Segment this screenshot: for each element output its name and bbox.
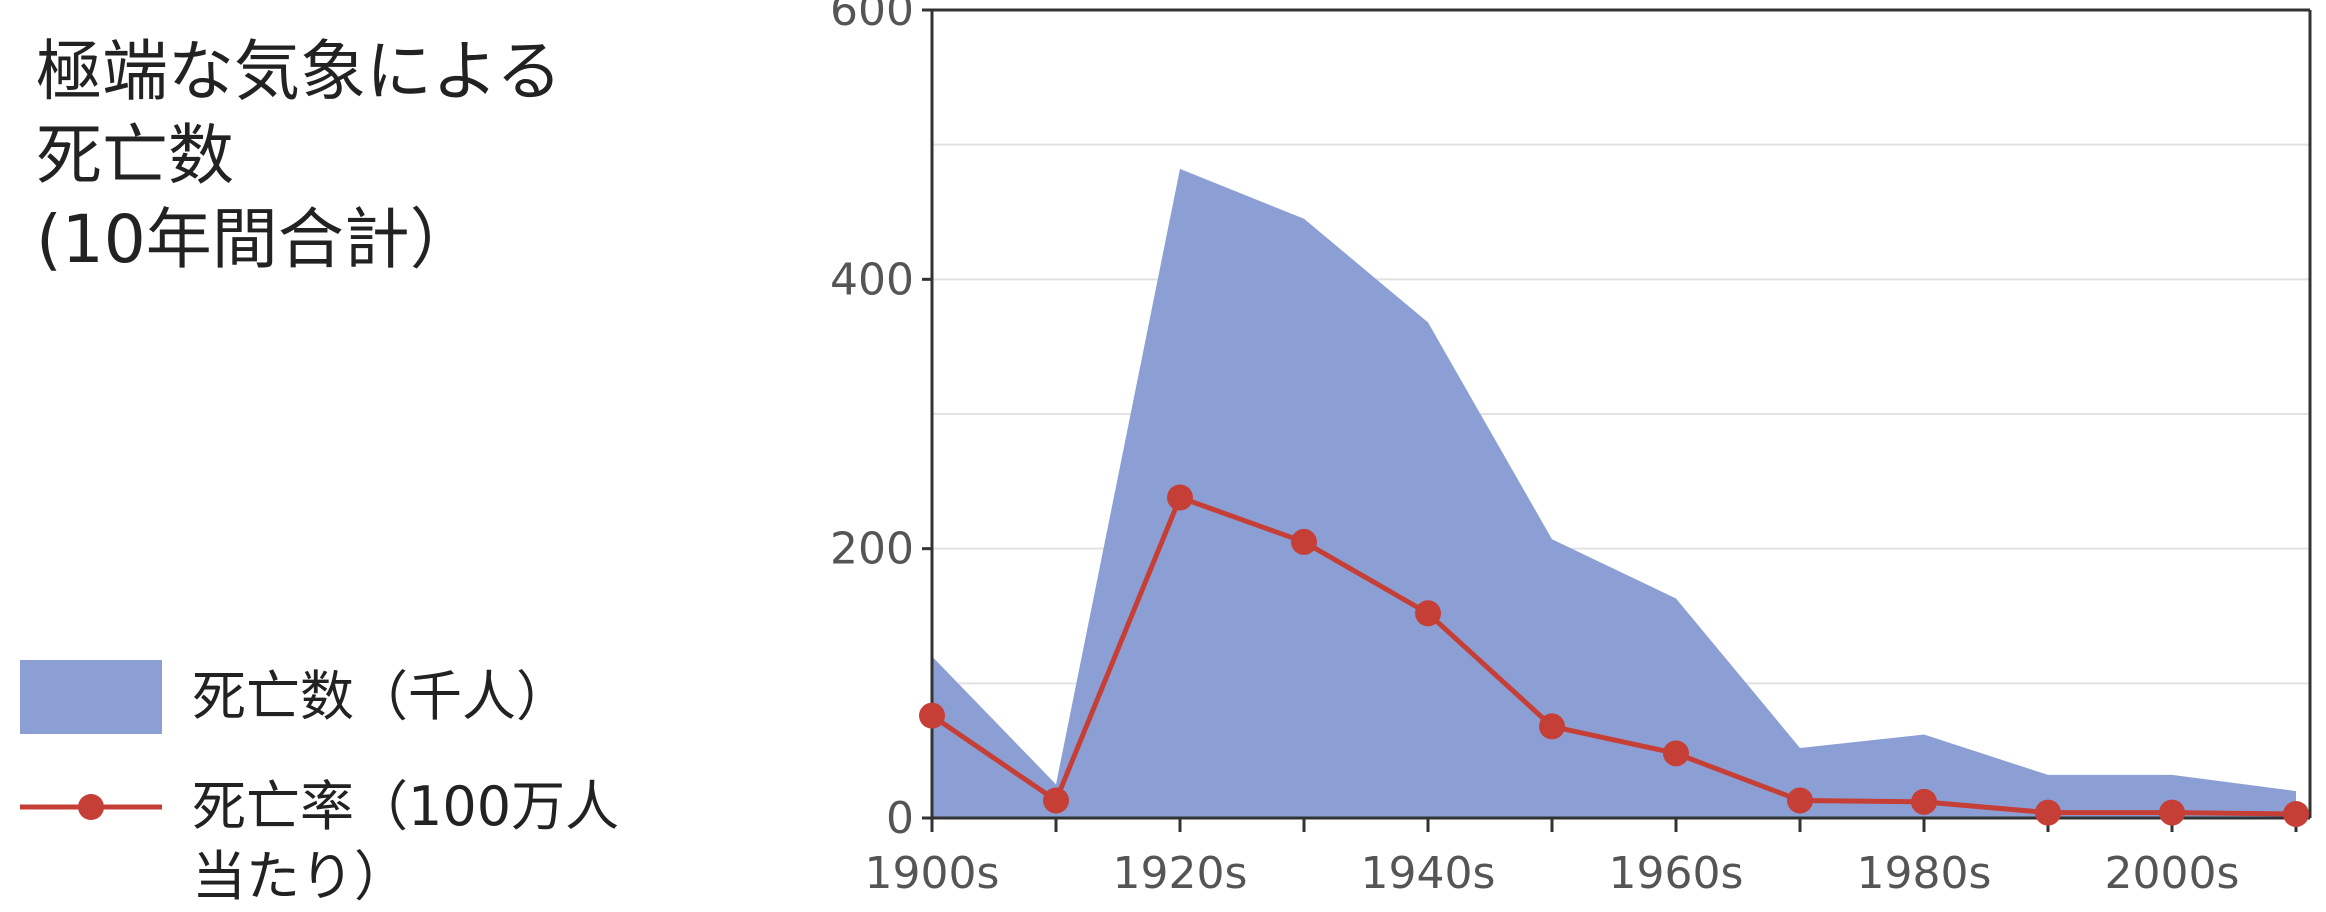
line-point	[1663, 740, 1689, 767]
x-tick-label: 1980s	[1857, 848, 1992, 899]
y-tick-label: 600	[830, 0, 914, 36]
chart-title-line-2: 死亡数	[36, 117, 234, 194]
line-series-death-rate	[930, 494, 2297, 817]
chart-title-line-3: (10年間合計）	[36, 201, 476, 278]
legend-line-label: 死亡率（100万人 当たり）	[192, 772, 619, 912]
line-point	[1167, 484, 1193, 511]
area-series-deaths	[932, 168, 2296, 818]
chart-title-line-1: 極端な気象による	[36, 33, 563, 110]
x-tick-label: 2000s	[2105, 848, 2240, 899]
line-point	[1291, 528, 1317, 555]
chart-title: 極端な気象による 死亡数 (10年間合計）	[36, 30, 562, 282]
line-point	[1787, 787, 1813, 814]
line-point	[2159, 799, 2185, 826]
legend-area-label: 死亡数（千人）	[192, 665, 570, 728]
y-tick-label: 0	[886, 793, 914, 844]
line-point	[919, 702, 945, 729]
line-point	[1911, 788, 1937, 815]
x-tick-label: 1920s	[1113, 848, 1248, 899]
legend-area-swatch	[20, 660, 162, 734]
y-tick-label: 200	[830, 524, 914, 575]
x-tick-label: 1900s	[865, 848, 1000, 899]
x-tick-label: 1940s	[1361, 848, 1496, 899]
line-point	[2283, 800, 2309, 827]
line-point	[2035, 799, 2061, 826]
line-point	[1043, 787, 1069, 814]
legend-line-swatch	[20, 794, 162, 820]
y-tick-label: 400	[830, 254, 914, 305]
legend-line-label-1: 死亡率（100万人	[192, 775, 620, 838]
legend-line-label-2: 当たり）	[192, 845, 408, 908]
line-point	[1539, 713, 1565, 740]
x-tick-label: 1960s	[1609, 848, 1744, 899]
line-point	[1415, 600, 1441, 627]
